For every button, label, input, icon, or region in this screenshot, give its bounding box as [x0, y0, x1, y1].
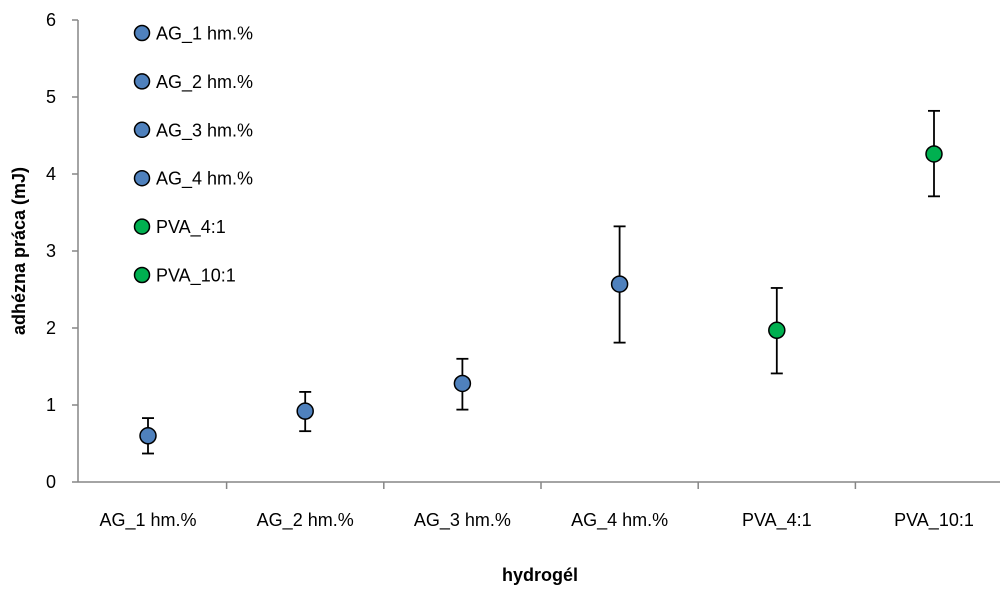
data-point: [296, 402, 314, 420]
data-point: [453, 374, 472, 393]
y-tick-label: 3: [46, 241, 56, 261]
x-tick-label: PVA_4:1: [742, 510, 812, 531]
legend-label: AG_2 hm.%: [156, 72, 253, 93]
y-tick-label: 5: [46, 87, 56, 107]
error-bars: [142, 109, 940, 455]
x-axis-title: hydrogél: [502, 565, 578, 585]
data-point: [925, 145, 943, 163]
legend: AG_1 hm.% AG_2 hm.% AG_3 hm.% AG_4 hm.% PVA_…: [133, 24, 253, 287]
legend-label: PVA_4:1: [156, 217, 226, 238]
x-tick-label: AG_2 hm.%: [257, 510, 354, 531]
y-axis-title: adhézna práca (mJ): [9, 167, 29, 335]
data-point: [610, 275, 629, 293]
legend-marker: [133, 73, 151, 90]
y-tick-label: 1: [46, 395, 56, 415]
legend-label: PVA_10:1: [156, 266, 236, 287]
y-tick-label: 6: [46, 10, 56, 30]
y-tick-label: 4: [46, 164, 56, 184]
legend-marker: [133, 121, 151, 139]
x-tick-label: AG_1 hm.%: [99, 510, 196, 531]
x-tick-label: AG_3 hm.%: [414, 510, 511, 531]
x-tick-label: PVA_10:1: [894, 510, 974, 531]
y-tick-label: 2: [46, 318, 56, 338]
legend-label: AG_1 hm.%: [156, 24, 253, 45]
y-ticks: 0 1 2 3 4 5 6: [46, 10, 78, 492]
data-points: [139, 145, 943, 445]
legend-label: AG_4 hm.%: [156, 169, 253, 190]
data-point: [139, 427, 157, 445]
x-ticks: AG_1 hm.% AG_2 hm.% AG_3 hm.% AG_4 hm.% PVA_…: [99, 482, 974, 531]
x-tick-label: AG_4 hm.%: [571, 510, 668, 531]
legend-label: AG_3 hm.%: [156, 120, 253, 141]
y-tick-label: 0: [46, 472, 56, 492]
legend-marker: [133, 169, 151, 187]
legend-marker: [133, 266, 151, 284]
legend-marker: [133, 218, 151, 235]
data-point: [768, 321, 786, 340]
legend-marker: [133, 24, 151, 42]
